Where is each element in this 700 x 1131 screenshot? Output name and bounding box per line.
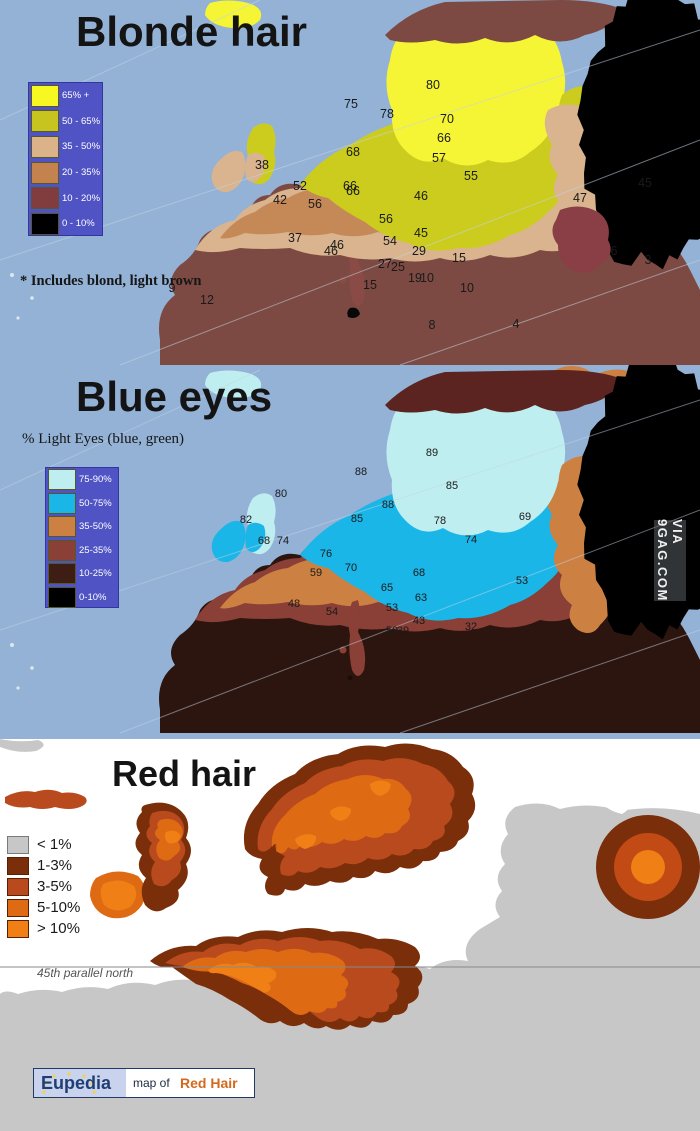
svg-text:66: 66 xyxy=(437,131,451,145)
svg-text:43: 43 xyxy=(413,615,425,627)
svg-text:56: 56 xyxy=(308,197,322,211)
svg-text:4: 4 xyxy=(513,317,520,331)
svg-text:10: 10 xyxy=(420,271,434,285)
svg-text:52: 52 xyxy=(293,179,307,193)
svg-text:63: 63 xyxy=(415,592,427,604)
svg-text:59: 59 xyxy=(310,567,322,579)
svg-text:37: 37 xyxy=(288,231,302,245)
svg-text:15: 15 xyxy=(363,278,377,292)
svg-text:48: 48 xyxy=(288,598,300,610)
svg-text:42: 42 xyxy=(273,193,287,207)
svg-text:12: 12 xyxy=(200,293,214,307)
svg-text:54: 54 xyxy=(326,606,338,618)
svg-text:82: 82 xyxy=(240,514,252,526)
svg-text:54: 54 xyxy=(383,234,397,248)
svg-text:45: 45 xyxy=(414,226,428,240)
svg-text:53: 53 xyxy=(386,602,398,614)
svg-text:66: 66 xyxy=(346,184,360,198)
svg-text:46: 46 xyxy=(330,238,344,252)
svg-text:32: 32 xyxy=(465,621,477,633)
svg-text:88: 88 xyxy=(355,466,367,478)
svg-text:10: 10 xyxy=(460,281,474,295)
svg-text:80: 80 xyxy=(275,488,287,500)
svg-text:68: 68 xyxy=(258,535,270,547)
svg-text:75: 75 xyxy=(344,97,358,111)
svg-text:85: 85 xyxy=(351,513,363,525)
svg-text:6: 6 xyxy=(611,244,618,258)
svg-text:68: 68 xyxy=(413,567,425,579)
svg-text:3: 3 xyxy=(645,253,652,267)
svg-text:57: 57 xyxy=(432,151,446,165)
svg-text:47: 47 xyxy=(573,191,587,205)
svg-text:46: 46 xyxy=(414,189,428,203)
svg-text:88: 88 xyxy=(382,499,394,511)
svg-text:69: 69 xyxy=(519,511,531,523)
svg-text:68: 68 xyxy=(346,145,360,159)
svg-text:76: 76 xyxy=(320,548,332,560)
svg-text:80: 80 xyxy=(426,78,440,92)
svg-text:27: 27 xyxy=(378,257,392,271)
svg-text:74: 74 xyxy=(465,534,477,546)
svg-text:45: 45 xyxy=(638,176,652,190)
svg-text:89: 89 xyxy=(426,447,438,459)
svg-text:70: 70 xyxy=(345,562,357,574)
svg-text:70: 70 xyxy=(440,112,454,126)
svg-text:25: 25 xyxy=(391,260,405,274)
svg-text:39: 39 xyxy=(397,625,409,637)
svg-text:74: 74 xyxy=(277,535,289,547)
svg-text:8: 8 xyxy=(429,318,436,332)
svg-text:56: 56 xyxy=(379,212,393,226)
svg-text:55: 55 xyxy=(464,169,478,183)
svg-text:38: 38 xyxy=(255,158,269,172)
svg-text:65: 65 xyxy=(381,582,393,594)
svg-text:78: 78 xyxy=(434,515,446,527)
svg-text:29: 29 xyxy=(412,244,426,258)
svg-text:85: 85 xyxy=(446,480,458,492)
svg-text:53: 53 xyxy=(516,575,528,587)
svg-text:15: 15 xyxy=(452,251,466,265)
svg-text:78: 78 xyxy=(380,107,394,121)
